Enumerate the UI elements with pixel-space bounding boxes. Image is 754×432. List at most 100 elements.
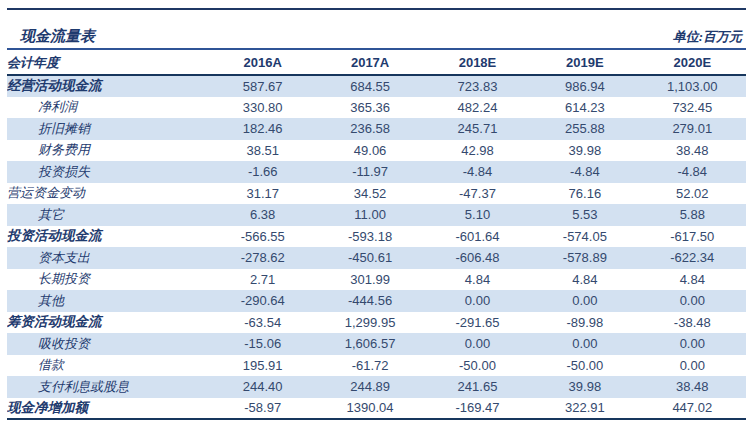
cell-value: -574.05	[531, 226, 638, 248]
cell-value: 38.51	[209, 140, 316, 162]
cell-value: 52.02	[639, 183, 746, 205]
cell-value: 482.24	[424, 97, 531, 119]
table-row: 长期投资2.71301.994.844.844.84	[7, 269, 746, 291]
cell-value: -1.66	[209, 161, 316, 183]
cell-value: -63.54	[209, 312, 316, 334]
header-year-2018E: 2018E	[424, 51, 531, 75]
cell-value: 1,103.00	[639, 75, 746, 97]
cell-value: -50.00	[424, 355, 531, 377]
cell-value: -58.97	[209, 398, 316, 420]
cell-value: 245.71	[424, 118, 531, 140]
row-label: 筹资活动现金流	[7, 312, 209, 334]
cell-value: 732.45	[639, 97, 746, 119]
cell-value: 34.52	[316, 183, 423, 205]
cell-value: 6.38	[209, 204, 316, 226]
cell-value: 39.98	[531, 140, 638, 162]
table-row: 投资损失-1.66-11.97-4.84-4.84-4.84	[7, 161, 746, 183]
cell-value: 0.00	[424, 290, 531, 312]
row-label: 其它	[7, 204, 209, 226]
cell-value: -4.84	[639, 161, 746, 183]
cell-value: 31.17	[209, 183, 316, 205]
cell-value: 1,299.95	[316, 312, 423, 334]
table-row: 经营活动现金流587.67684.55723.83986.941,103.00	[7, 75, 746, 97]
cell-value: 322.91	[531, 398, 638, 420]
cell-value: 4.84	[424, 269, 531, 291]
row-label: 长期投资	[7, 269, 209, 291]
cell-value: 4.84	[639, 269, 746, 291]
top-divider	[7, 8, 746, 10]
header-year-2017A: 2017A	[316, 51, 423, 75]
cell-value: 244.89	[316, 376, 423, 398]
cell-value: 0.00	[424, 333, 531, 355]
cell-value: -278.62	[209, 247, 316, 269]
cell-value: 330.80	[209, 97, 316, 119]
cell-value: 195.91	[209, 355, 316, 377]
cell-value: 49.06	[316, 140, 423, 162]
row-label: 投资损失	[7, 161, 209, 183]
row-label: 净利润	[7, 97, 209, 119]
cell-value: 0.00	[639, 290, 746, 312]
cell-value: -169.47	[424, 398, 531, 420]
table-header-row: 会计年度 2016A 2017A 2018E 2019E 2020E	[7, 51, 746, 75]
cell-value: 244.40	[209, 376, 316, 398]
header-fiscal-year: 会计年度	[7, 51, 209, 75]
table-body: 经营活动现金流587.67684.55723.83986.941,103.00净…	[7, 75, 746, 419]
cash-flow-statement-page: 现金流量表 单位:百万元 会计年度 2016A 2017A 2018E 2019…	[0, 0, 754, 432]
cell-value: 1,606.57	[316, 333, 423, 355]
cell-value: 279.01	[639, 118, 746, 140]
cell-value: -61.72	[316, 355, 423, 377]
cell-value: 39.98	[531, 376, 638, 398]
cell-value: -38.48	[639, 312, 746, 334]
table-row: 净利润330.80365.36482.24614.23732.45	[7, 97, 746, 119]
cell-value: 0.00	[531, 333, 638, 355]
header-year-2020E: 2020E	[639, 51, 746, 75]
row-label: 经营活动现金流	[7, 75, 209, 97]
cell-value: -617.50	[639, 226, 746, 248]
cell-value: -601.64	[424, 226, 531, 248]
cell-value: 365.36	[316, 97, 423, 119]
row-label: 支付利息或股息	[7, 376, 209, 398]
table-row: 支付利息或股息244.40244.89241.6539.9838.48	[7, 376, 746, 398]
table-row: 营运资金变动31.1734.52-47.3776.1652.02	[7, 183, 746, 205]
cell-value: -11.97	[316, 161, 423, 183]
cell-value: 986.94	[531, 75, 638, 97]
cell-value: 38.48	[639, 140, 746, 162]
cell-value: -290.64	[209, 290, 316, 312]
cell-value: 614.23	[531, 97, 638, 119]
header-year-2019E: 2019E	[531, 51, 638, 75]
table-title: 现金流量表	[7, 27, 95, 46]
row-label: 借款	[7, 355, 209, 377]
cell-value: 0.00	[531, 290, 638, 312]
unit-label: 单位:百万元	[673, 28, 746, 46]
row-label: 财务费用	[7, 140, 209, 162]
table-row: 其他-290.64-444.560.000.000.00	[7, 290, 746, 312]
cell-value: 0.00	[639, 355, 746, 377]
cell-value: 0.00	[639, 333, 746, 355]
cell-value: 38.48	[639, 376, 746, 398]
row-label: 现金净增加额	[7, 398, 209, 420]
cell-value: -606.48	[424, 247, 531, 269]
table-row: 吸收投资-15.061,606.570.000.000.00	[7, 333, 746, 355]
cell-value: 182.46	[209, 118, 316, 140]
cell-value: 5.53	[531, 204, 638, 226]
cell-value: 5.88	[639, 204, 746, 226]
row-label: 营运资金变动	[7, 183, 209, 205]
cell-value: 2.71	[209, 269, 316, 291]
cell-value: 42.98	[424, 140, 531, 162]
cell-value: 587.67	[209, 75, 316, 97]
cell-value: -50.00	[531, 355, 638, 377]
cell-value: 255.88	[531, 118, 638, 140]
row-label: 其他	[7, 290, 209, 312]
title-row: 现金流量表 单位:百万元	[7, 27, 746, 50]
cell-value: 11.00	[316, 204, 423, 226]
cell-value: -450.61	[316, 247, 423, 269]
cell-value: -4.84	[531, 161, 638, 183]
table-row: 筹资活动现金流-63.541,299.95-291.65-89.98-38.48	[7, 312, 746, 334]
cell-value: 301.99	[316, 269, 423, 291]
header-year-2016A: 2016A	[209, 51, 316, 75]
cell-value: -578.89	[531, 247, 638, 269]
cash-flow-table: 会计年度 2016A 2017A 2018E 2019E 2020E 经营活动现…	[7, 51, 746, 420]
cell-value: 1390.04	[316, 398, 423, 420]
row-label: 折旧摊销	[7, 118, 209, 140]
table-row: 折旧摊销182.46236.58245.71255.88279.01	[7, 118, 746, 140]
